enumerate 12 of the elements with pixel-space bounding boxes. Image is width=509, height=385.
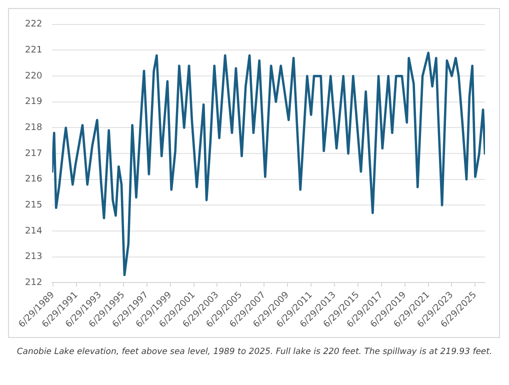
y-tick-label: 218	[24, 123, 42, 134]
y-tick-label: 221	[24, 46, 42, 56]
y-tick-label: 214	[24, 226, 42, 236]
y-tick-label: 212	[24, 278, 42, 288]
y-tick-label: 217	[24, 148, 42, 159]
y-tick-label: 222	[24, 20, 42, 30]
y-tick-label: 219	[24, 97, 42, 108]
y-tick-label: 213	[24, 252, 42, 262]
y-tick-label: 216	[24, 174, 42, 185]
y-tick-label: 215	[24, 200, 42, 211]
text: Canobie Lake elevation, feet above sea level, 1989 to 2025. Full lake is 220 feet. The spillway is at 219.93 feet.	[16, 347, 494, 357]
y-tick-label: 220	[24, 71, 42, 82]
